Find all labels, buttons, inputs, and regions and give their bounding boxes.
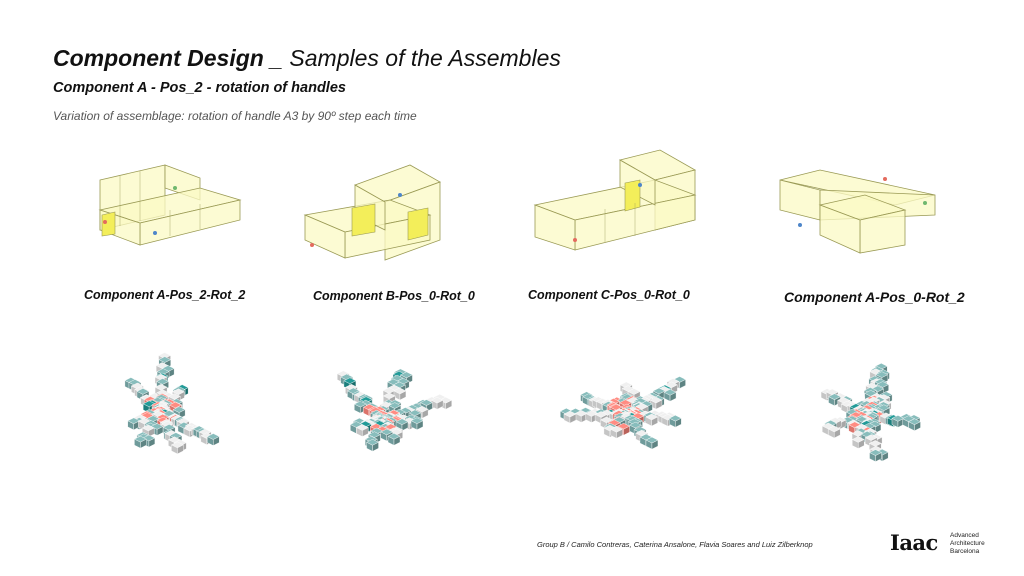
title-rest-part: Samples of the Assembles: [289, 45, 561, 71]
voxels: [559, 376, 687, 450]
component-label-1: Component A-Pos_2-Rot_2: [84, 288, 246, 302]
component-diagram-4: [779, 169, 936, 254]
logo-mark: Iaac: [890, 530, 938, 555]
title-bold-part: Component Design: [53, 45, 264, 71]
assemblage-cluster-1: [124, 352, 220, 455]
title-separator: _: [270, 45, 284, 71]
component-diagram-3: [533, 149, 697, 251]
slide-subtitle: Component A - Pos_2 - rotation of handle…: [53, 80, 346, 96]
iaac-logo: Iaac Advanced Architecture Barcelona: [890, 531, 1000, 557]
voxels: [336, 368, 453, 452]
component-diagram-2: [303, 164, 441, 261]
component-label-3: Component C-Pos_0-Rot_0: [528, 288, 690, 302]
credits-text: Group B / Camilo Contreras, Caterina Ans…: [537, 540, 813, 549]
assemblage-cluster-4: [820, 363, 921, 462]
voxels: [820, 363, 921, 462]
component-label-4: Component A-Pos_0-Rot_2: [784, 289, 965, 305]
slide-title: Component Design _ Samples of the Assemb…: [53, 44, 561, 72]
component-label-2: Component B-Pos_0-Rot_0: [313, 289, 475, 303]
assemblage-cluster-2: [336, 368, 453, 452]
assemblage-cluster-3: [559, 376, 687, 450]
logo-text: Advanced Architecture Barcelona: [950, 532, 985, 556]
logo-line-2: Architecture: [950, 540, 985, 547]
voxels: [124, 352, 220, 455]
logo-line-3: Barcelona: [950, 548, 980, 555]
slide-description: Variation of assemblage: rotation of han…: [53, 109, 417, 123]
component-diagram-1: [98, 164, 242, 246]
logo-line-1: Advanced: [950, 532, 979, 539]
